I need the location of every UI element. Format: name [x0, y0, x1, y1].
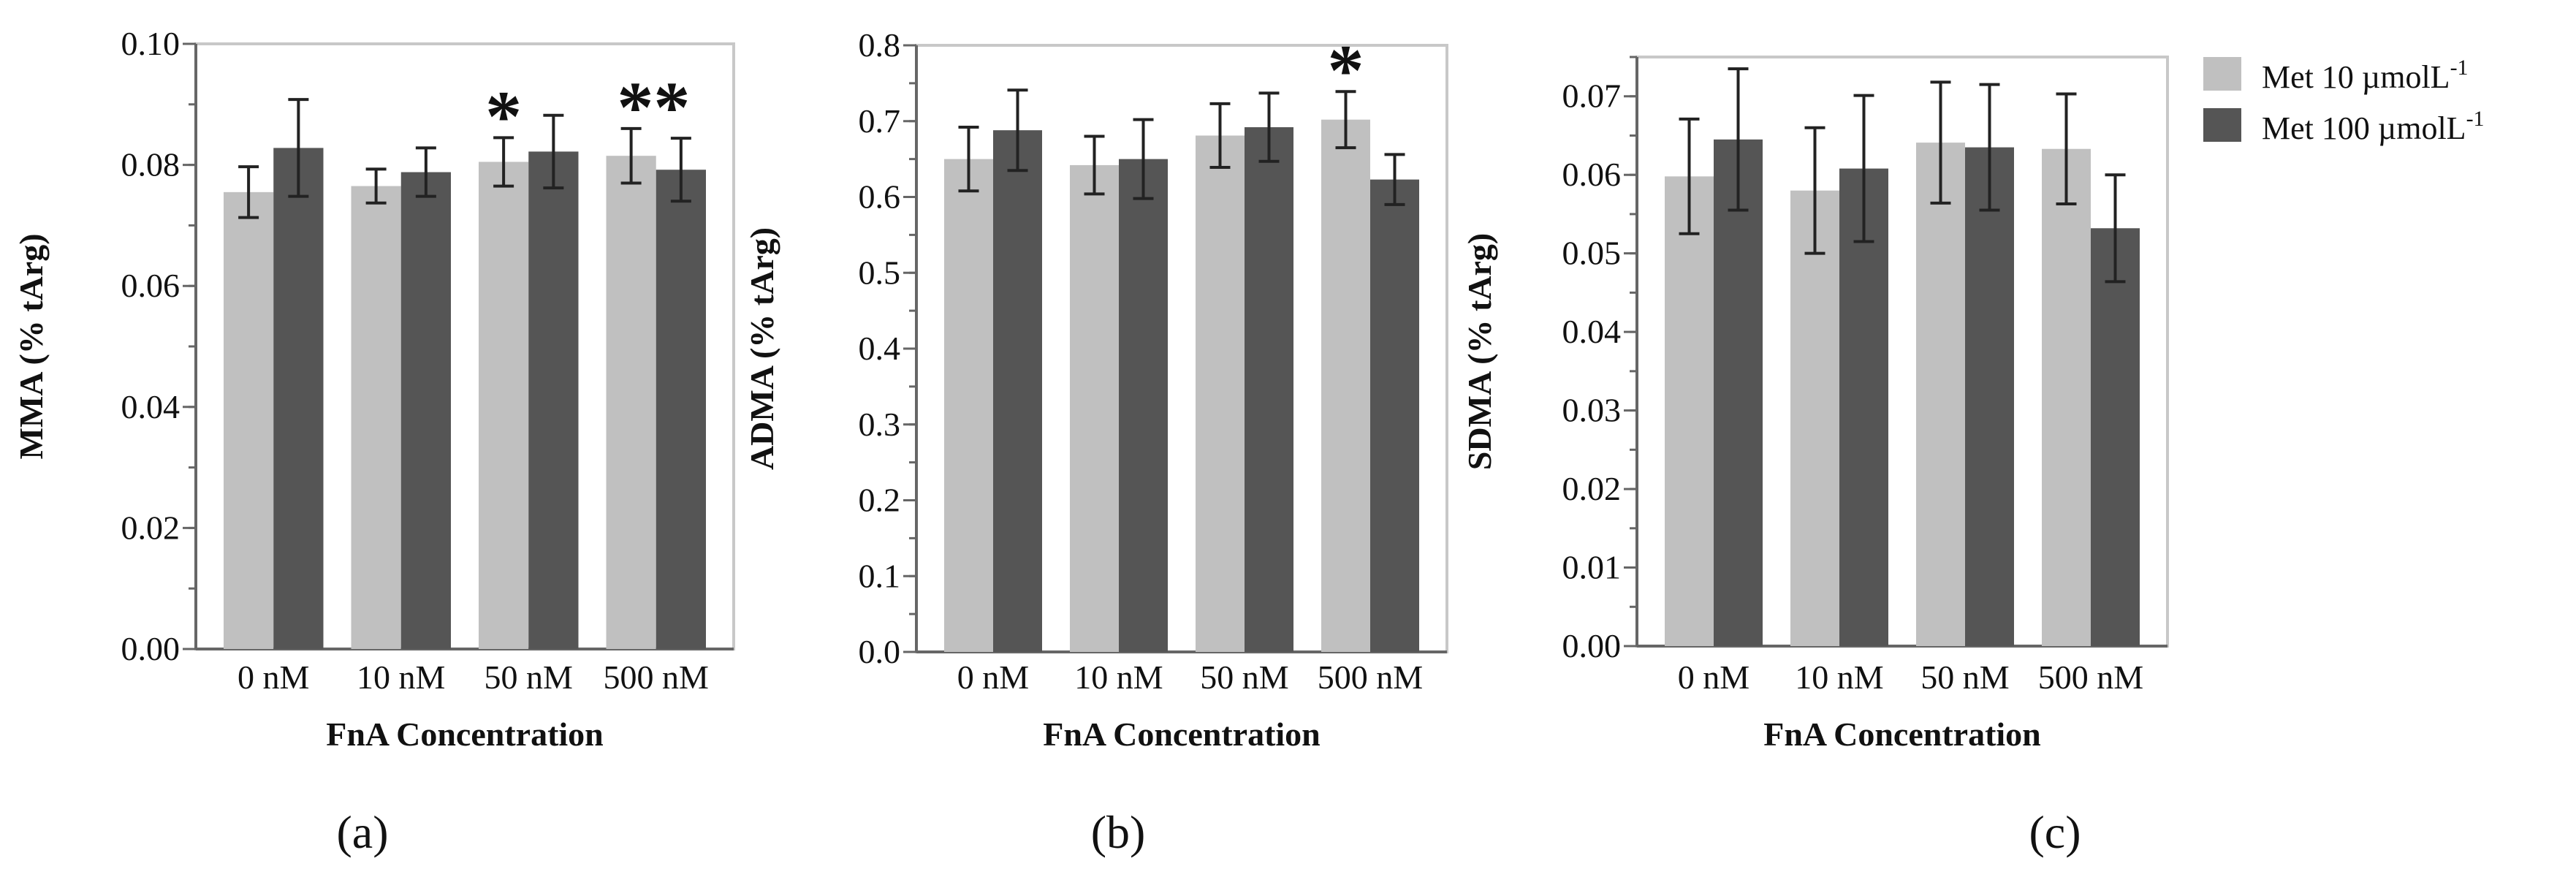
x-tick-label: 10 nM	[1074, 659, 1163, 696]
y-tick-label: 0.3	[859, 406, 901, 443]
bar-500-nm-series-1	[1370, 179, 1419, 652]
x-tick-label: 50 nM	[485, 659, 573, 696]
bar-0-nm-series-0	[224, 191, 274, 649]
bar-10-nm-series-1	[1839, 168, 1888, 646]
y-tick-label: 0.8	[859, 26, 901, 64]
bar-0-nm-series-1	[1714, 139, 1763, 647]
y-axis-title: ADMA (% tArg)	[743, 227, 780, 470]
x-tick-label: 500 nM	[2038, 659, 2143, 696]
bar-50-nm-series-1	[1965, 147, 2014, 646]
x-tick-label: 500 nM	[1318, 659, 1423, 696]
bar-10-nm-series-0	[1790, 190, 1839, 646]
y-tick-label: 0.04	[1562, 313, 1622, 350]
y-tick-label: 0.6	[859, 178, 901, 216]
panel-c: 0.00 0.01 0.02 0.03 0.04 0.05 0.06 0.07 0 nM 10 n…	[1461, 56, 2169, 858]
y-tick-label: 0.02	[1562, 470, 1622, 507]
y-tick-label: 0.5	[859, 254, 901, 291]
x-tick-label: 10 nM	[357, 659, 445, 696]
y-tick-label: 0.00	[1562, 627, 1622, 664]
bar-50-nm-series-0	[1916, 143, 1965, 646]
bar-50-nm-series-1	[1245, 127, 1293, 653]
x-tick-label: 10 nM	[1795, 659, 1883, 696]
y-tick-label: 0.05	[1562, 235, 1622, 272]
bar-500-nm-series-0	[606, 156, 656, 649]
bar-0-nm-series-1	[993, 130, 1042, 652]
bar-0-nm-series-0	[1665, 176, 1714, 646]
y-tick-label: 0.4	[859, 330, 901, 367]
y-tick-label: 0.03	[1562, 392, 1622, 429]
y-tick-label: 0.7	[859, 102, 901, 140]
x-axis-title: FnA Concentration	[326, 716, 604, 753]
bar-500-nm-series-1	[2091, 228, 2140, 646]
bar-50-nm-series-1	[528, 151, 579, 649]
x-tick-label: 500 nM	[604, 659, 709, 696]
panel-b: 0.0 0.1 0.2 0.3 0.4 0.5 0.6 0.7 0.8 0 nM 10 nM 50 n…	[743, 26, 1448, 858]
significance-marker: *	[485, 75, 522, 156]
bar-0-nm-series-1	[273, 148, 324, 649]
x-tick-label: 0 nM	[1678, 659, 1749, 696]
bar-500-nm-series-0	[1321, 119, 1370, 653]
legend-swatch-met-10	[2203, 57, 2241, 91]
panel-label: (a)	[336, 806, 388, 858]
y-tick-label: 0.06	[1562, 156, 1622, 193]
y-tick-label: 0.02	[121, 509, 181, 546]
y-tick-label: 0.01	[1562, 549, 1622, 586]
y-tick-label: 0.2	[859, 482, 901, 519]
x-tick-label: 0 nM	[238, 659, 309, 696]
y-tick-label: 0.07	[1562, 77, 1622, 115]
bar-500-nm-series-0	[2042, 148, 2091, 647]
bar-50-nm-series-0	[479, 162, 529, 649]
bar-10-nm-series-0	[1070, 164, 1119, 653]
y-tick-label: 0.06	[121, 267, 181, 304]
y-axis-title: SDMA (% tArg)	[1461, 233, 1498, 471]
legend-label-met-10: Met 10 µmolL-1	[2262, 56, 2469, 95]
y-axis-title: MMA (% tArg)	[12, 233, 50, 459]
y-tick-label: 0.10	[121, 25, 181, 62]
y-tick-label: 0.00	[121, 630, 181, 667]
x-tick-label: 50 nM	[1200, 659, 1288, 696]
legend-label-met-100: Met 100 µmolL-1	[2262, 107, 2485, 146]
bar-10-nm-series-0	[351, 186, 401, 649]
panel-label: (b)	[1091, 806, 1146, 858]
x-axis-title: FnA Concentration	[1043, 716, 1321, 753]
bar-10-nm-series-1	[400, 172, 451, 649]
legend: Met 10 µmolL-1 Met 100 µmolL-1	[2203, 56, 2485, 146]
x-tick-label: 50 nM	[1920, 659, 2009, 696]
y-tick-label: 0.04	[121, 388, 181, 425]
y-tick-label: 0.0	[859, 633, 901, 670]
significance-marker: *	[1328, 29, 1364, 110]
bar-50-nm-series-0	[1196, 135, 1245, 652]
x-axis-title: FnA Concentration	[1763, 716, 2041, 753]
y-tick-label: 0.1	[859, 557, 901, 594]
significance-marker: **	[617, 67, 690, 148]
panel-label: (c)	[2029, 806, 2081, 858]
bar-500-nm-series-1	[656, 170, 706, 649]
bar-10-nm-series-1	[1119, 159, 1168, 652]
panel-a: 0.00 0.02 0.04 0.06 0.08 0.10 0 nM 10 nM 50 nM 50…	[12, 25, 735, 858]
x-tick-label: 0 nM	[957, 659, 1029, 696]
legend-swatch-met-100	[2203, 108, 2241, 142]
y-tick-label: 0.08	[121, 146, 181, 183]
bar-0-nm-series-0	[944, 159, 993, 652]
